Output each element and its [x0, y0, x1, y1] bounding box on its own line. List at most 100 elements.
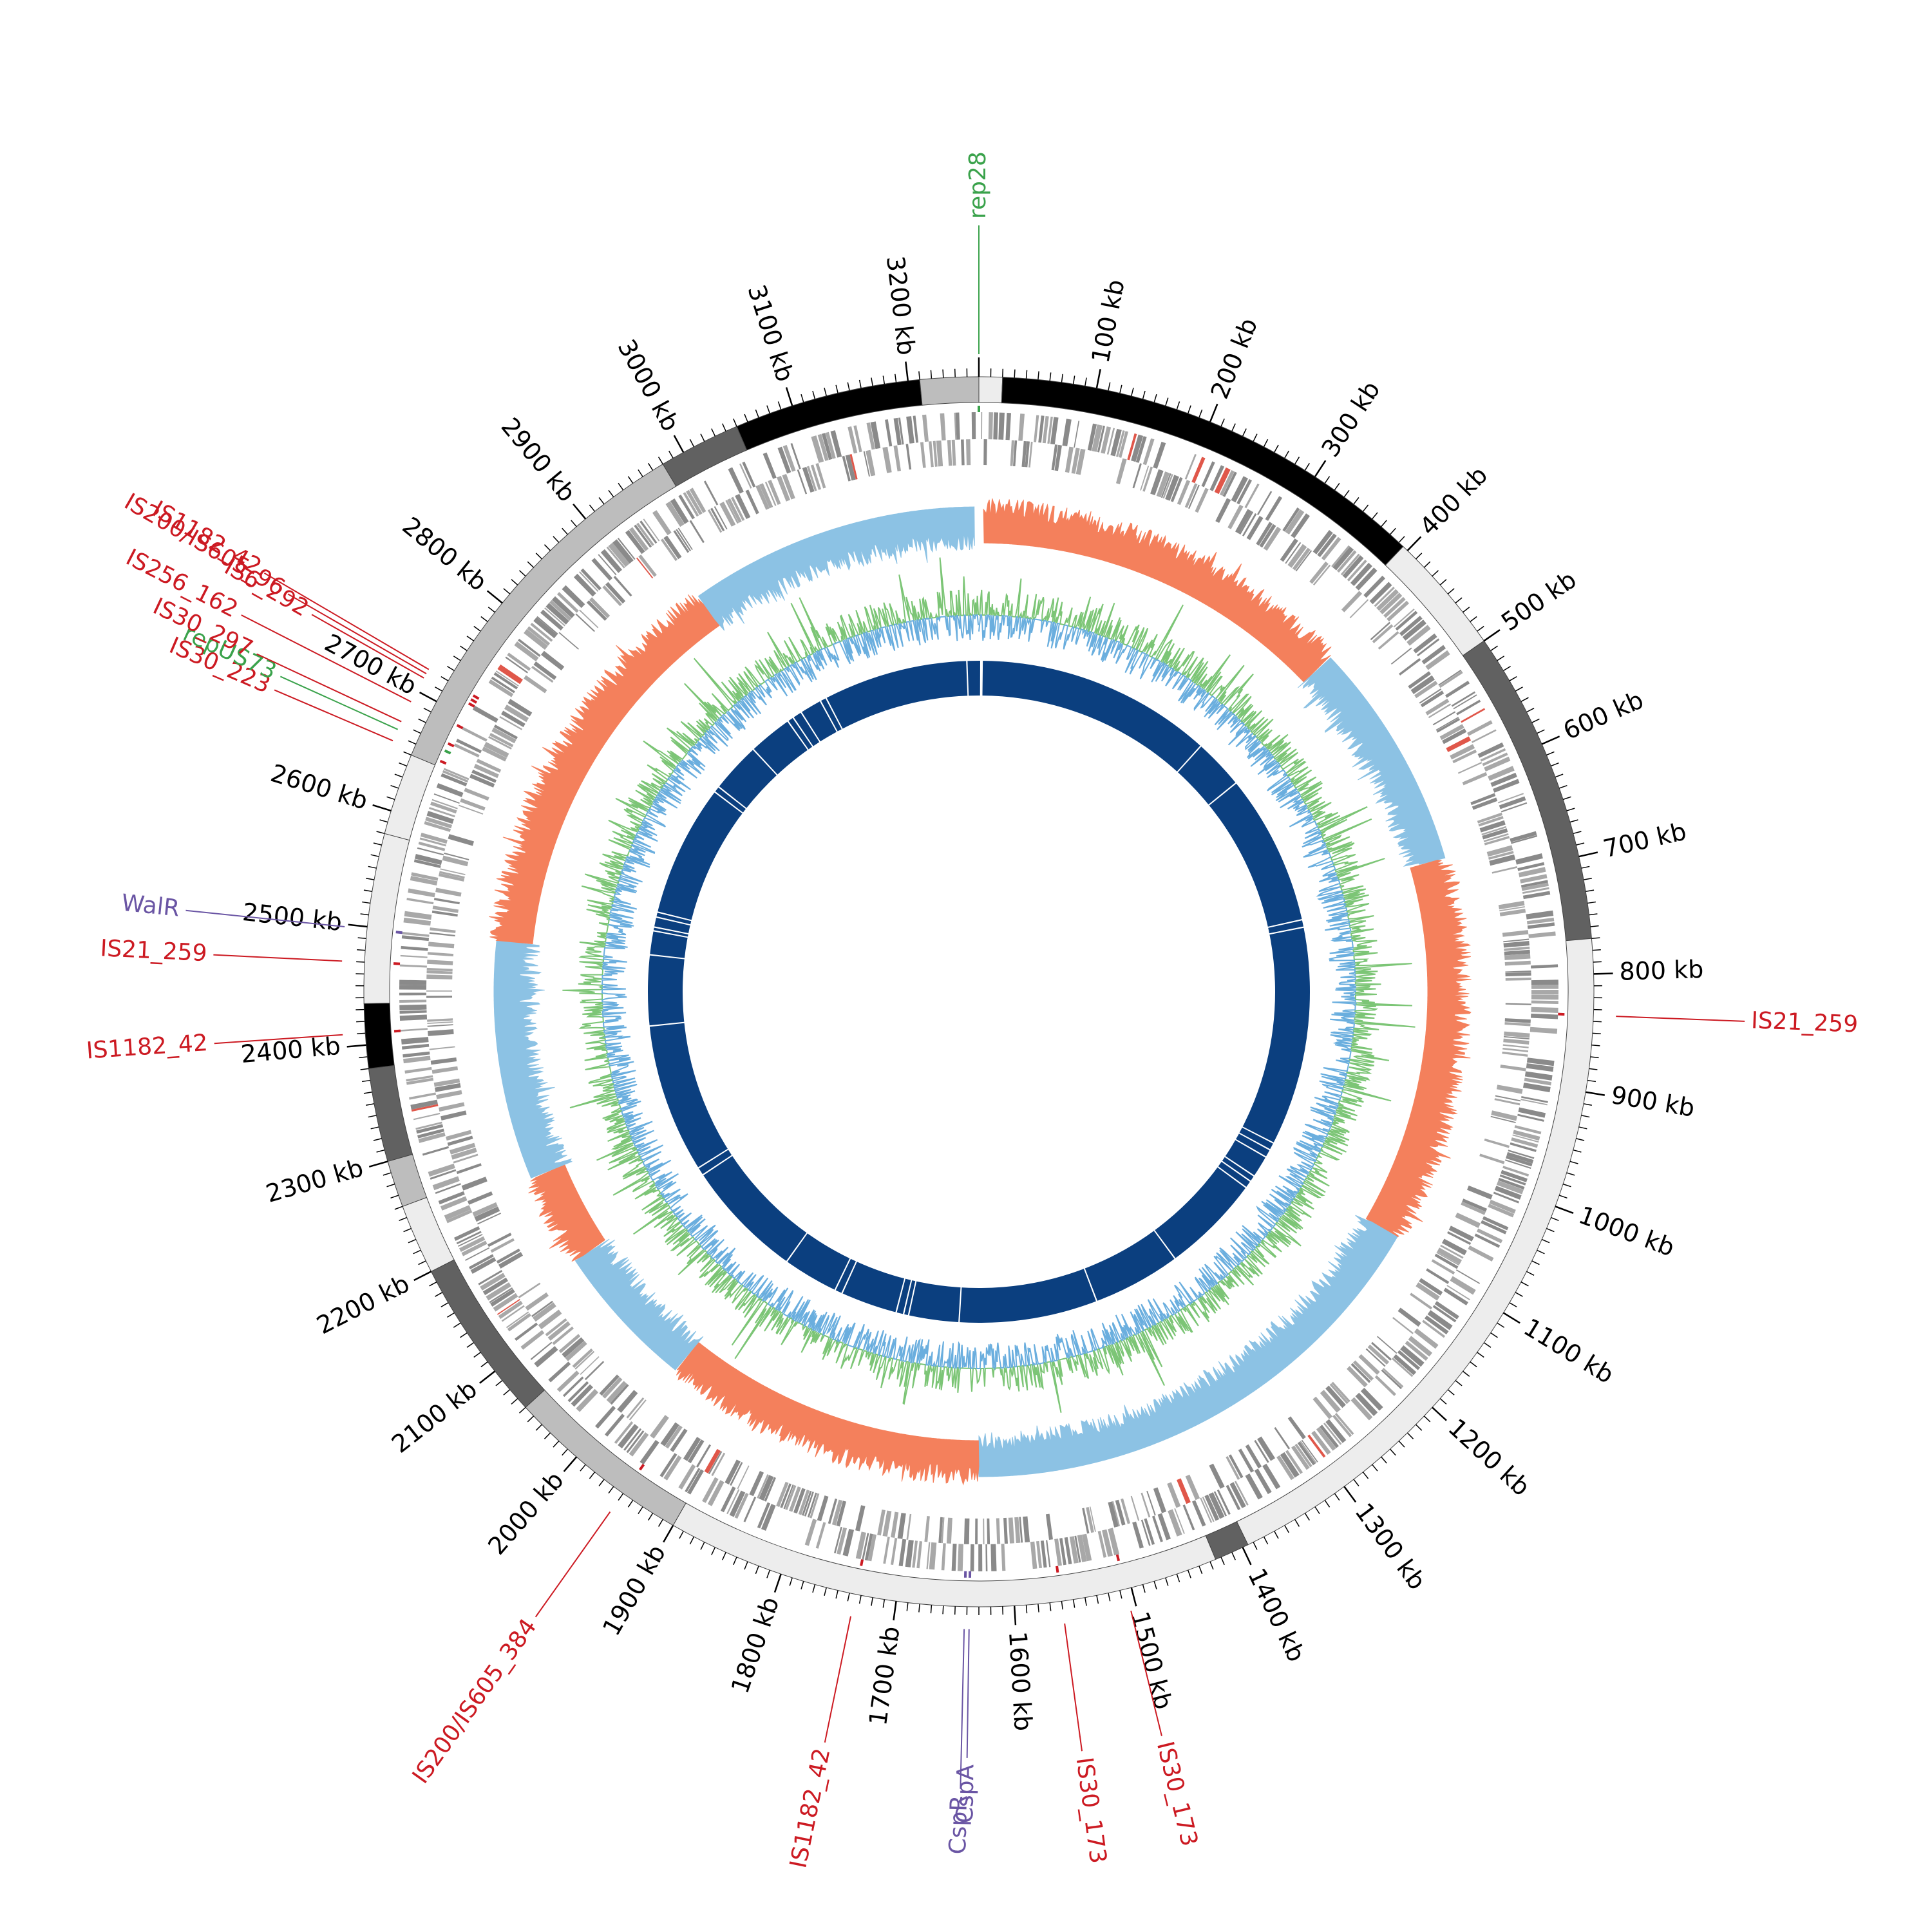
cds-block	[524, 675, 547, 694]
homology-gap	[1238, 1132, 1271, 1151]
cds-block	[1397, 1307, 1421, 1327]
minor-tick	[394, 1206, 403, 1210]
minor-tick	[1334, 1493, 1340, 1501]
cds-block	[1477, 742, 1504, 758]
minor-tick	[1589, 913, 1598, 916]
cds-block	[496, 1248, 520, 1264]
cds-block	[864, 1533, 873, 1561]
minor-tick	[700, 1542, 705, 1550]
cds-block	[1482, 1216, 1509, 1231]
contig-segment	[363, 1003, 395, 1069]
minor-tick	[1592, 949, 1601, 951]
minor-tick	[755, 409, 759, 418]
cds-block	[1382, 1367, 1404, 1388]
minor-tick	[518, 570, 526, 577]
cds-block	[499, 715, 523, 730]
cds-block	[1434, 1253, 1459, 1269]
minor-tick	[1581, 1115, 1590, 1118]
annotation-marker	[1115, 1554, 1121, 1562]
cds-block	[1489, 1199, 1516, 1214]
cds-block	[444, 1205, 471, 1220]
homology-gap	[819, 699, 838, 734]
cds-block	[1263, 526, 1282, 551]
cds-block	[978, 1544, 983, 1571]
cds-block	[1445, 681, 1470, 698]
cds-block	[1256, 522, 1273, 546]
cds-block	[665, 501, 685, 527]
gc-skew-region	[574, 1238, 704, 1370]
minor-tick	[562, 1448, 568, 1456]
cds-block	[1504, 949, 1530, 956]
cds-block	[488, 679, 514, 697]
cds-block	[586, 600, 607, 621]
minor-tick	[1558, 1195, 1567, 1199]
cds-block	[955, 412, 960, 440]
cds-block	[1214, 467, 1231, 495]
major-tick	[673, 435, 685, 453]
cds-block	[572, 1348, 593, 1368]
minor-tick	[1381, 1456, 1387, 1464]
minor-tick	[1108, 1593, 1111, 1602]
cds-block	[626, 1397, 645, 1419]
homology-gap	[833, 1257, 851, 1292]
cds-block	[1118, 431, 1129, 458]
cds-block	[1074, 1535, 1081, 1563]
minor-tick	[571, 520, 577, 527]
cds-block	[589, 597, 611, 619]
cds-block	[1499, 1174, 1526, 1186]
cds-block	[549, 600, 572, 621]
cds-block	[429, 932, 455, 937]
minor-tick	[503, 1389, 511, 1396]
cds-block	[1494, 1186, 1522, 1200]
cds-block	[472, 1202, 498, 1217]
minor-tick	[589, 1472, 596, 1479]
cds-block	[453, 743, 480, 758]
contig-segment	[387, 1153, 428, 1207]
cds-block	[933, 440, 938, 467]
cds-block	[580, 568, 601, 591]
cds-block	[444, 852, 469, 860]
cds-block	[575, 613, 595, 632]
cds-block	[1431, 1259, 1455, 1275]
cds-block	[1481, 1220, 1507, 1235]
cds-block	[1295, 550, 1312, 572]
cds-block	[734, 1493, 749, 1519]
cds-block	[1291, 513, 1310, 538]
cds-block	[1489, 854, 1516, 866]
minor-tick	[847, 1593, 850, 1602]
minor-tick	[1463, 607, 1470, 613]
minor-tick	[1497, 1322, 1505, 1328]
cds-block	[431, 910, 458, 917]
cds-block	[401, 945, 428, 951]
major-tick	[1406, 536, 1422, 551]
minor-tick	[1551, 1217, 1559, 1222]
cds-block	[1524, 1071, 1553, 1081]
cds-block	[1047, 416, 1053, 444]
minor-tick	[440, 1302, 449, 1308]
cds-block	[996, 1518, 1001, 1544]
major-tick	[773, 1573, 782, 1593]
major-tick	[1432, 1406, 1447, 1421]
cds-block	[490, 1238, 515, 1253]
cds-block	[453, 1153, 478, 1164]
cds-block	[459, 804, 484, 815]
tick-label: 800 kb	[1619, 955, 1704, 986]
minor-tick	[1142, 1584, 1146, 1593]
cds-block	[891, 1538, 898, 1566]
cds-block	[432, 1176, 460, 1191]
cds-block	[1115, 1499, 1126, 1526]
minor-tick	[360, 913, 369, 916]
homology-gap	[1153, 1229, 1177, 1260]
minor-tick	[1324, 476, 1331, 484]
cds-block	[436, 1090, 462, 1099]
cds-block	[487, 1233, 512, 1247]
minor-tick	[1509, 1302, 1517, 1308]
cds-block	[1504, 1022, 1531, 1027]
cds-block	[1496, 1180, 1524, 1195]
homology-gap	[1216, 1165, 1247, 1189]
cds-block	[1450, 1276, 1476, 1295]
minor-tick	[535, 553, 542, 560]
cds-block	[439, 871, 465, 879]
minor-tick	[361, 901, 371, 904]
cds-block	[1301, 1439, 1318, 1463]
